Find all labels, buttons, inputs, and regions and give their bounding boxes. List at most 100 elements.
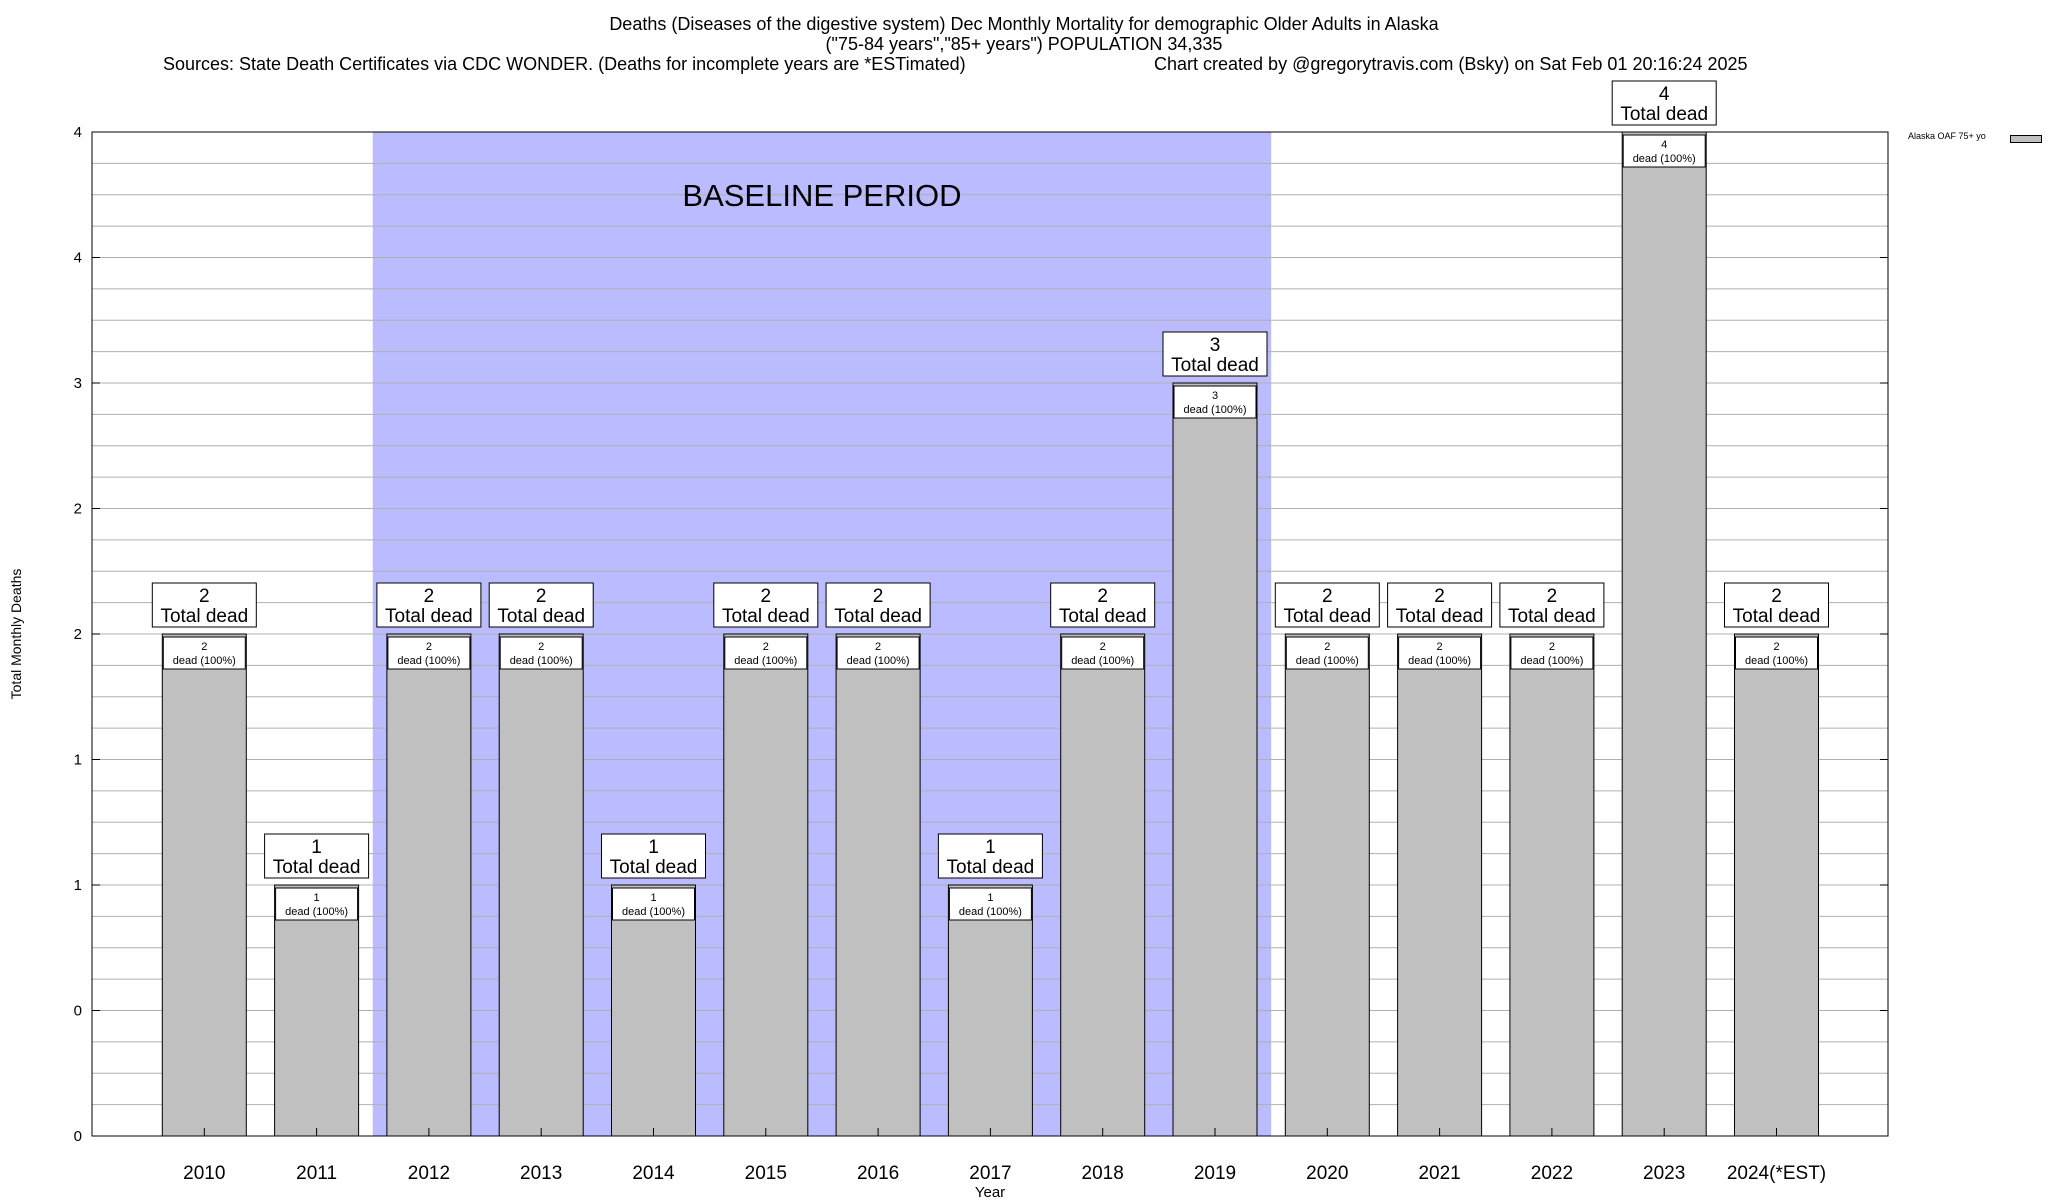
plot-frame	[91, 131, 1889, 1137]
bar-inner-label-box	[1061, 636, 1145, 670]
x-tick-label: 2021	[1418, 1163, 1460, 1184]
bar-total-suffix: Total dead	[160, 606, 248, 627]
bar-inner-value: 2	[201, 641, 207, 653]
x-tick-label: 2014	[632, 1163, 675, 1184]
bar-total-suffix: Total dead	[1283, 606, 1371, 627]
bar-inner-percent: dead (100%)	[1408, 655, 1471, 667]
bar-total-value: 2	[424, 586, 435, 607]
bar-inner-label-box	[387, 636, 471, 670]
bar-total-label-box	[1162, 331, 1268, 377]
bar-inner-value: 2	[538, 641, 544, 653]
bar-inner-percent: dead (100%)	[1071, 655, 1134, 667]
y-tick-label: 4	[74, 124, 82, 141]
bar-inner-label-box	[1173, 385, 1257, 419]
bar-total-label-box	[488, 582, 594, 628]
bar-total-suffix: Total dead	[1396, 606, 1484, 627]
x-tick-label: 2016	[857, 1163, 899, 1184]
bar-inner-percent: dead (100%)	[285, 906, 348, 918]
bar-total-label-box	[601, 833, 706, 879]
x-tick-label: 2011	[296, 1163, 337, 1184]
x-tick-label: 2022	[1531, 1163, 1573, 1184]
bar-inner-percent: dead (100%)	[734, 655, 797, 667]
bar-inner-label-box	[836, 636, 920, 670]
bar-total-value: 2	[1434, 586, 1445, 607]
x-tick-label: 2020	[1306, 1163, 1348, 1184]
bar-inner-value: 2	[1549, 641, 1555, 653]
y-tick-label: 2	[74, 501, 82, 518]
bar-inner-value: 1	[987, 892, 993, 904]
bar-inner-percent: dead (100%)	[622, 906, 685, 918]
x-tick-label: 2017	[969, 1163, 1011, 1184]
bar-inner-value: 2	[763, 641, 769, 653]
bar-total-label-box	[151, 582, 257, 628]
bar-inner-label-box	[1735, 636, 1818, 670]
bar-total-value: 3	[1210, 335, 1221, 356]
bar-total-label-box	[713, 582, 819, 628]
bar-total-value: 2	[1771, 586, 1782, 607]
bar-inner-label-box	[612, 887, 695, 921]
bar-total-suffix: Total dead	[834, 606, 922, 627]
bar-inner-label-box	[948, 887, 1032, 921]
bar-inner-percent: dead (100%)	[1745, 655, 1808, 667]
x-tick-label: 2013	[520, 1163, 562, 1184]
bar-inner-label-box	[1398, 636, 1482, 670]
bar-total-suffix: Total dead	[385, 606, 473, 627]
bar-total-value: 1	[311, 837, 322, 858]
bar-total-suffix: Total dead	[610, 857, 698, 878]
bar-inner-value: 2	[875, 641, 881, 653]
bar	[835, 633, 921, 1137]
bar-inner-percent: dead (100%)	[847, 655, 910, 667]
bar	[611, 884, 696, 1137]
y-tick-label: 2	[74, 626, 82, 643]
bar-total-value: 2	[761, 586, 772, 607]
bar-inner-percent: dead (100%)	[397, 655, 460, 667]
bar-total-suffix: Total dead	[1059, 606, 1147, 627]
bar-inner-percent: dead (100%)	[959, 906, 1022, 918]
bar-inner-percent: dead (100%)	[1520, 655, 1583, 667]
bar	[274, 884, 360, 1137]
bar	[1060, 633, 1146, 1137]
legend-swatch	[2010, 135, 2042, 143]
bar-total-label-box	[825, 582, 931, 628]
bar-inner-label-box	[275, 887, 359, 921]
bar-inner-value: 1	[650, 892, 656, 904]
bar-inner-value: 2	[1324, 641, 1330, 653]
bar-total-value: 2	[536, 586, 547, 607]
bar-total-value: 1	[985, 837, 996, 858]
bar	[1621, 131, 1707, 1137]
bar-total-label-box	[1499, 582, 1605, 628]
x-axis-label: Year	[975, 1184, 1005, 1200]
bar-inner-label-box	[1285, 636, 1369, 670]
bar-inner-label-box	[1622, 134, 1706, 168]
bar-inner-value: 4	[1661, 139, 1667, 151]
bar-inner-value: 1	[314, 892, 320, 904]
bar-total-value: 2	[1547, 586, 1558, 607]
bar-total-suffix: Total dead	[722, 606, 810, 627]
y-axis-label: Total Monthly Deaths	[8, 569, 24, 700]
bar	[1172, 382, 1258, 1137]
bar	[723, 633, 809, 1137]
bar	[1397, 633, 1483, 1137]
bar	[947, 884, 1033, 1137]
bar-inner-label-box	[499, 636, 583, 670]
bar-inner-value: 2	[1437, 641, 1443, 653]
bar-total-value: 2	[1097, 586, 1108, 607]
bar	[1509, 633, 1595, 1137]
baseline-period-label: BASELINE PERIOD	[682, 178, 961, 213]
bar-total-label-box	[1611, 80, 1717, 126]
y-tick-label: 1	[74, 752, 82, 769]
bar-total-label-box	[376, 582, 482, 628]
bar-total-label-box	[1274, 582, 1380, 628]
bar-total-label-box	[1050, 582, 1156, 628]
bar-inner-value: 2	[426, 641, 432, 653]
bar-inner-label-box	[724, 636, 808, 670]
bar-total-suffix: Total dead	[1508, 606, 1596, 627]
bar	[386, 633, 472, 1137]
bar	[498, 633, 584, 1137]
bar-inner-percent: dead (100%)	[1296, 655, 1359, 667]
bar-total-value: 4	[1659, 84, 1670, 105]
x-tick-label: 2018	[1082, 1163, 1124, 1184]
y-tick-label: 3	[74, 375, 82, 392]
